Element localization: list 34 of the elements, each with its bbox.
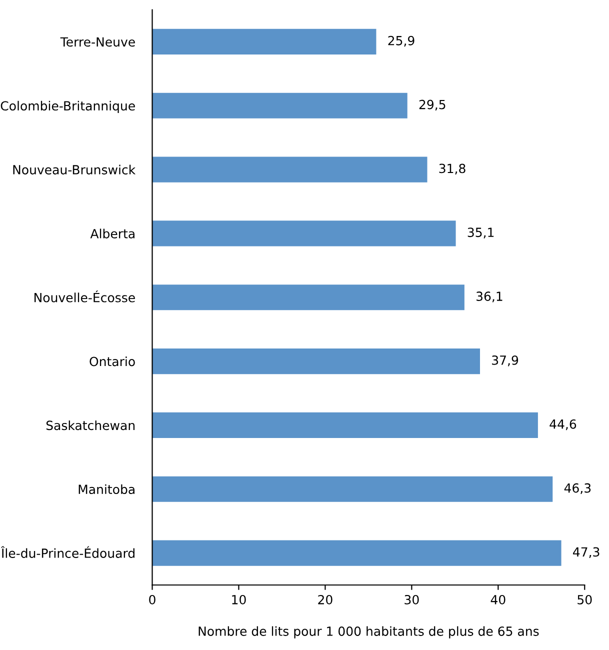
bar <box>152 28 376 54</box>
data-label: 31,8 <box>439 164 466 174</box>
x-tick-label: 50 <box>578 594 592 604</box>
bar <box>152 284 464 310</box>
data-label: 36,1 <box>476 292 502 302</box>
x-tick-label: 20 <box>318 594 332 604</box>
data-label: 44,6 <box>550 419 576 430</box>
y-tick-label: Colombie-Britannique <box>0 100 135 113</box>
y-tick-label: Terre-Neuve <box>60 37 135 47</box>
data-label: 47,3 <box>573 547 600 558</box>
bar <box>152 348 480 374</box>
bar <box>152 156 428 182</box>
x-tick-label: 10 <box>232 594 246 604</box>
x-tick-label: 0 <box>149 594 156 604</box>
bar <box>152 220 456 246</box>
bar <box>152 476 553 502</box>
data-label: 37,9 <box>492 355 518 366</box>
data-label: 29,5 <box>419 100 446 111</box>
y-tick-label: Nouvelle-Écosse <box>34 290 135 302</box>
y-tick-label: Île-du-Prince-Édouard <box>0 546 134 558</box>
x-tick-label: 30 <box>404 594 419 604</box>
data-label: 46,3 <box>564 483 591 494</box>
y-tick-label: Saskatchewan <box>46 420 135 430</box>
bar <box>152 412 538 438</box>
y-tick-label: Alberta <box>90 228 134 238</box>
y-tick-label: Ontario <box>90 356 135 366</box>
bar <box>152 92 408 118</box>
x-axis-title: Nombre de lits pour 1 000 habitants de plus de 65 ans <box>198 626 539 638</box>
y-tick-label: Nouveau-Brunswick <box>13 164 136 174</box>
x-tick-label: 40 <box>490 594 506 604</box>
data-label: 35,1 <box>468 228 494 238</box>
y-tick-label: Manitoba <box>78 484 134 494</box>
data-label: 25,9 <box>388 36 414 47</box>
bar <box>152 540 562 566</box>
